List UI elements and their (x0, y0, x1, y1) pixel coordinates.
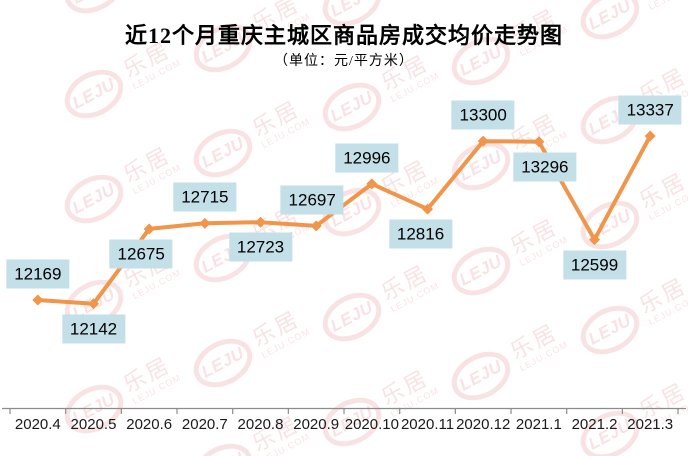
chart-title: 近12个月重庆主城区商品房成交均价走势图 (124, 23, 563, 48)
x-axis-label: 2020.11 (400, 416, 455, 433)
data-point-marker (143, 223, 155, 235)
x-axis-label: 2020.6 (126, 416, 173, 433)
data-label: 13337 (618, 95, 682, 125)
data-label: 13296 (513, 152, 577, 182)
data-point-marker (533, 136, 545, 148)
data-point-marker (477, 135, 489, 147)
data-label: 12715 (173, 182, 237, 212)
x-axis-label: 2020.12 (456, 416, 511, 433)
data-label: 12697 (280, 185, 344, 215)
data-point-marker (310, 220, 322, 232)
chart-subtitle: （单位：元/平方米） (274, 54, 414, 69)
data-label: 13300 (451, 100, 515, 130)
x-axis-label: 2021.2 (571, 416, 618, 433)
data-point-marker (255, 216, 267, 228)
x-axis-label: 2020.5 (70, 416, 117, 433)
data-label: 12723 (228, 232, 293, 262)
x-axis-label: 2020.10 (344, 416, 399, 433)
data-point-marker (644, 130, 656, 142)
x-axis-label: 2020.7 (181, 416, 228, 433)
x-axis-label: 2021.1 (515, 416, 562, 433)
data-label: 12599 (562, 250, 627, 280)
data-label: 12675 (109, 239, 173, 269)
data-point-marker (366, 178, 378, 190)
x-axis-label: 2020.9 (293, 416, 340, 433)
x-axis-label: 2020.8 (237, 416, 284, 433)
data-point-marker (199, 217, 211, 229)
x-axis-label: 2020.4 (14, 416, 61, 433)
data-point-marker (32, 294, 44, 306)
data-label: 12169 (6, 259, 70, 289)
x-axis-label: 2021.3 (627, 416, 674, 433)
data-point-marker (589, 234, 601, 246)
data-label: 12996 (335, 143, 399, 173)
data-label: 12816 (388, 219, 453, 249)
data-label: 12142 (61, 314, 126, 344)
data-point-marker (88, 298, 100, 310)
data-point-marker (422, 203, 434, 215)
